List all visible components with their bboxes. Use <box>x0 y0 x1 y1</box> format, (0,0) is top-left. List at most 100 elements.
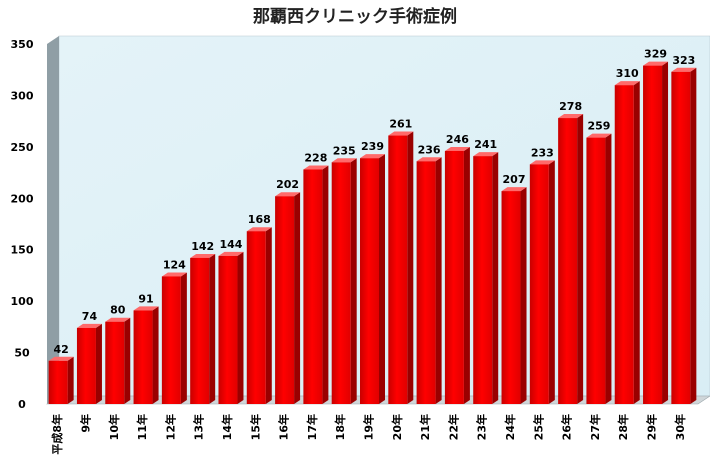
bar <box>529 164 549 404</box>
y-tick-label: 50 <box>14 347 30 360</box>
x-tick-label: 28年 <box>616 414 630 440</box>
bar-top <box>501 187 527 192</box>
bar <box>331 162 351 404</box>
x-tick-label: 19年 <box>362 414 376 440</box>
bar-top <box>48 356 74 361</box>
x-tick-label: 26年 <box>560 414 574 440</box>
x-tick-label: 21年 <box>418 414 432 440</box>
bar-top <box>529 160 555 165</box>
bar <box>303 169 323 404</box>
bar-side <box>662 61 669 404</box>
x-tick-label: 25年 <box>531 414 545 440</box>
bar <box>671 71 691 405</box>
bar-top <box>246 227 272 232</box>
data-label: 207 <box>503 173 526 186</box>
bar-side <box>492 152 499 404</box>
data-label: 261 <box>389 118 412 131</box>
bar-side <box>67 356 74 404</box>
bar <box>586 137 606 404</box>
bar <box>105 321 125 404</box>
data-label: 259 <box>587 120 610 133</box>
bar-top <box>614 81 640 86</box>
x-tick-label: 13年 <box>192 414 206 440</box>
bar <box>133 310 153 404</box>
bar-side <box>237 251 244 404</box>
chart-title: 那覇西クリニック手術症例 <box>253 7 457 27</box>
data-label: 80 <box>110 304 126 317</box>
bar-top <box>360 154 385 159</box>
y-tick-label: 0 <box>18 398 26 411</box>
x-tick-label: 16年 <box>277 414 291 440</box>
y-tick-label: 150 <box>11 244 34 257</box>
bar-side <box>294 192 301 404</box>
bar-side <box>407 131 414 405</box>
bar-top <box>275 192 301 197</box>
bar-side <box>520 187 527 404</box>
data-label: 74 <box>82 310 98 323</box>
x-tick-label: 23年 <box>475 414 489 440</box>
x-tick-label: 14年 <box>220 414 234 440</box>
x-tick-label: 18年 <box>333 414 347 440</box>
bar <box>501 191 521 404</box>
data-label: 235 <box>333 144 356 157</box>
data-label: 239 <box>361 140 384 153</box>
bar <box>76 327 96 404</box>
bar-top <box>218 251 244 256</box>
bar-top <box>444 146 470 151</box>
bar-side <box>463 146 470 404</box>
data-label: 91 <box>138 292 153 305</box>
data-label: 202 <box>276 178 299 191</box>
data-label: 142 <box>191 240 214 253</box>
bar-top <box>671 67 697 72</box>
bar-side <box>548 160 555 404</box>
bar <box>444 150 464 404</box>
data-label: 278 <box>559 100 582 113</box>
bar-top <box>416 157 442 162</box>
data-label: 228 <box>304 151 327 164</box>
bar-side <box>322 165 329 404</box>
data-label: 241 <box>474 138 497 151</box>
bar <box>416 161 436 404</box>
bar <box>48 360 68 404</box>
x-tick-label: 平成8年 <box>50 414 64 455</box>
x-tick-label: 24年 <box>503 414 517 440</box>
bar-top <box>331 158 357 163</box>
bar-top <box>586 133 612 138</box>
data-label: 329 <box>644 48 667 61</box>
x-tick-label: 9年 <box>78 414 92 433</box>
bar-top <box>161 272 187 277</box>
bar-top <box>105 317 131 322</box>
bar-side <box>350 158 357 404</box>
bar-side <box>265 227 272 404</box>
bar <box>161 276 181 404</box>
data-label: 168 <box>248 213 271 226</box>
bar-top <box>190 253 216 258</box>
data-label: 233 <box>531 146 554 159</box>
bar-side <box>152 306 159 404</box>
bar <box>360 158 379 404</box>
x-tick-label: 22年 <box>446 414 460 440</box>
plot-side-wall <box>47 36 59 404</box>
y-tick-label: 100 <box>11 295 34 308</box>
bar-side <box>124 317 131 404</box>
x-tick-label: 27年 <box>588 414 602 440</box>
x-tick-label: 30年 <box>673 414 687 440</box>
data-label: 236 <box>418 143 441 156</box>
bar <box>218 255 238 404</box>
x-tick-label: 20年 <box>390 414 404 440</box>
data-label: 310 <box>616 67 639 80</box>
bar-top <box>303 165 329 170</box>
bar-side <box>435 157 442 404</box>
data-label: 124 <box>163 258 186 271</box>
bar-side <box>209 253 216 404</box>
x-tick-label: 10年 <box>107 414 121 440</box>
y-tick-label: 300 <box>11 89 34 102</box>
bar <box>614 85 634 405</box>
bar-side <box>633 81 640 405</box>
x-tick-label: 29年 <box>645 414 659 440</box>
data-label: 144 <box>219 238 242 251</box>
data-label: 42 <box>53 343 68 356</box>
x-tick-label: 17年 <box>305 414 319 440</box>
